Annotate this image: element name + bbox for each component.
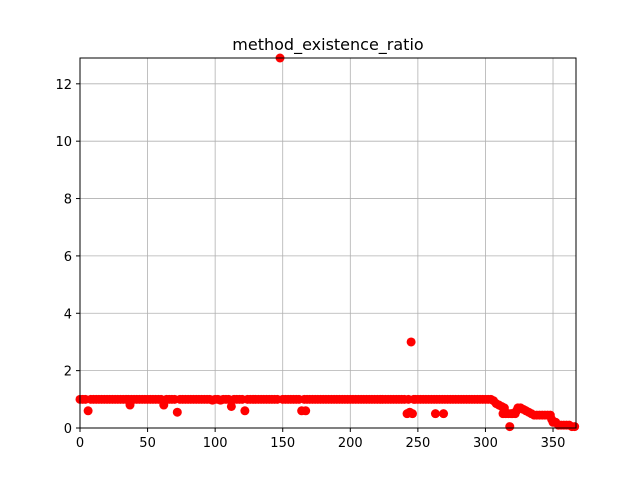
x-tick-label: 50 xyxy=(139,436,156,451)
x-tick-label: 0 xyxy=(76,436,84,451)
y-tick-label: 6 xyxy=(64,250,72,265)
y-tick-label: 10 xyxy=(55,135,72,150)
y-tick-label: 0 xyxy=(64,422,72,437)
data-point xyxy=(172,407,182,417)
y-axis: 0 2 4 6 8 10 12 xyxy=(55,78,80,437)
data-point xyxy=(505,422,515,432)
y-tick-label: 4 xyxy=(64,307,72,322)
y-tick-label: 8 xyxy=(64,193,72,208)
data-point xyxy=(570,422,580,432)
x-tick-label: 100 xyxy=(203,436,228,451)
data-point xyxy=(83,406,93,416)
data-point xyxy=(406,337,416,347)
x-tick-label: 350 xyxy=(541,436,566,451)
x-axis: 0 50 100 150 200 250 300 350 xyxy=(76,428,566,451)
data-point xyxy=(407,409,417,419)
plot-frame xyxy=(79,57,577,429)
x-tick-label: 200 xyxy=(338,436,363,451)
y-tick-label: 2 xyxy=(64,365,72,380)
data-point xyxy=(439,409,449,419)
data-point xyxy=(430,409,440,419)
x-tick-label: 250 xyxy=(405,436,430,451)
data-point xyxy=(226,401,236,411)
grid-lines xyxy=(79,58,576,429)
chart-title: method_existence_ratio xyxy=(232,35,423,55)
x-tick-label: 300 xyxy=(473,436,498,451)
y-tick-label: 12 xyxy=(55,78,72,93)
x-tick-label: 150 xyxy=(270,436,295,451)
data-point xyxy=(240,406,250,416)
data-points xyxy=(75,53,580,432)
data-point xyxy=(301,406,311,416)
